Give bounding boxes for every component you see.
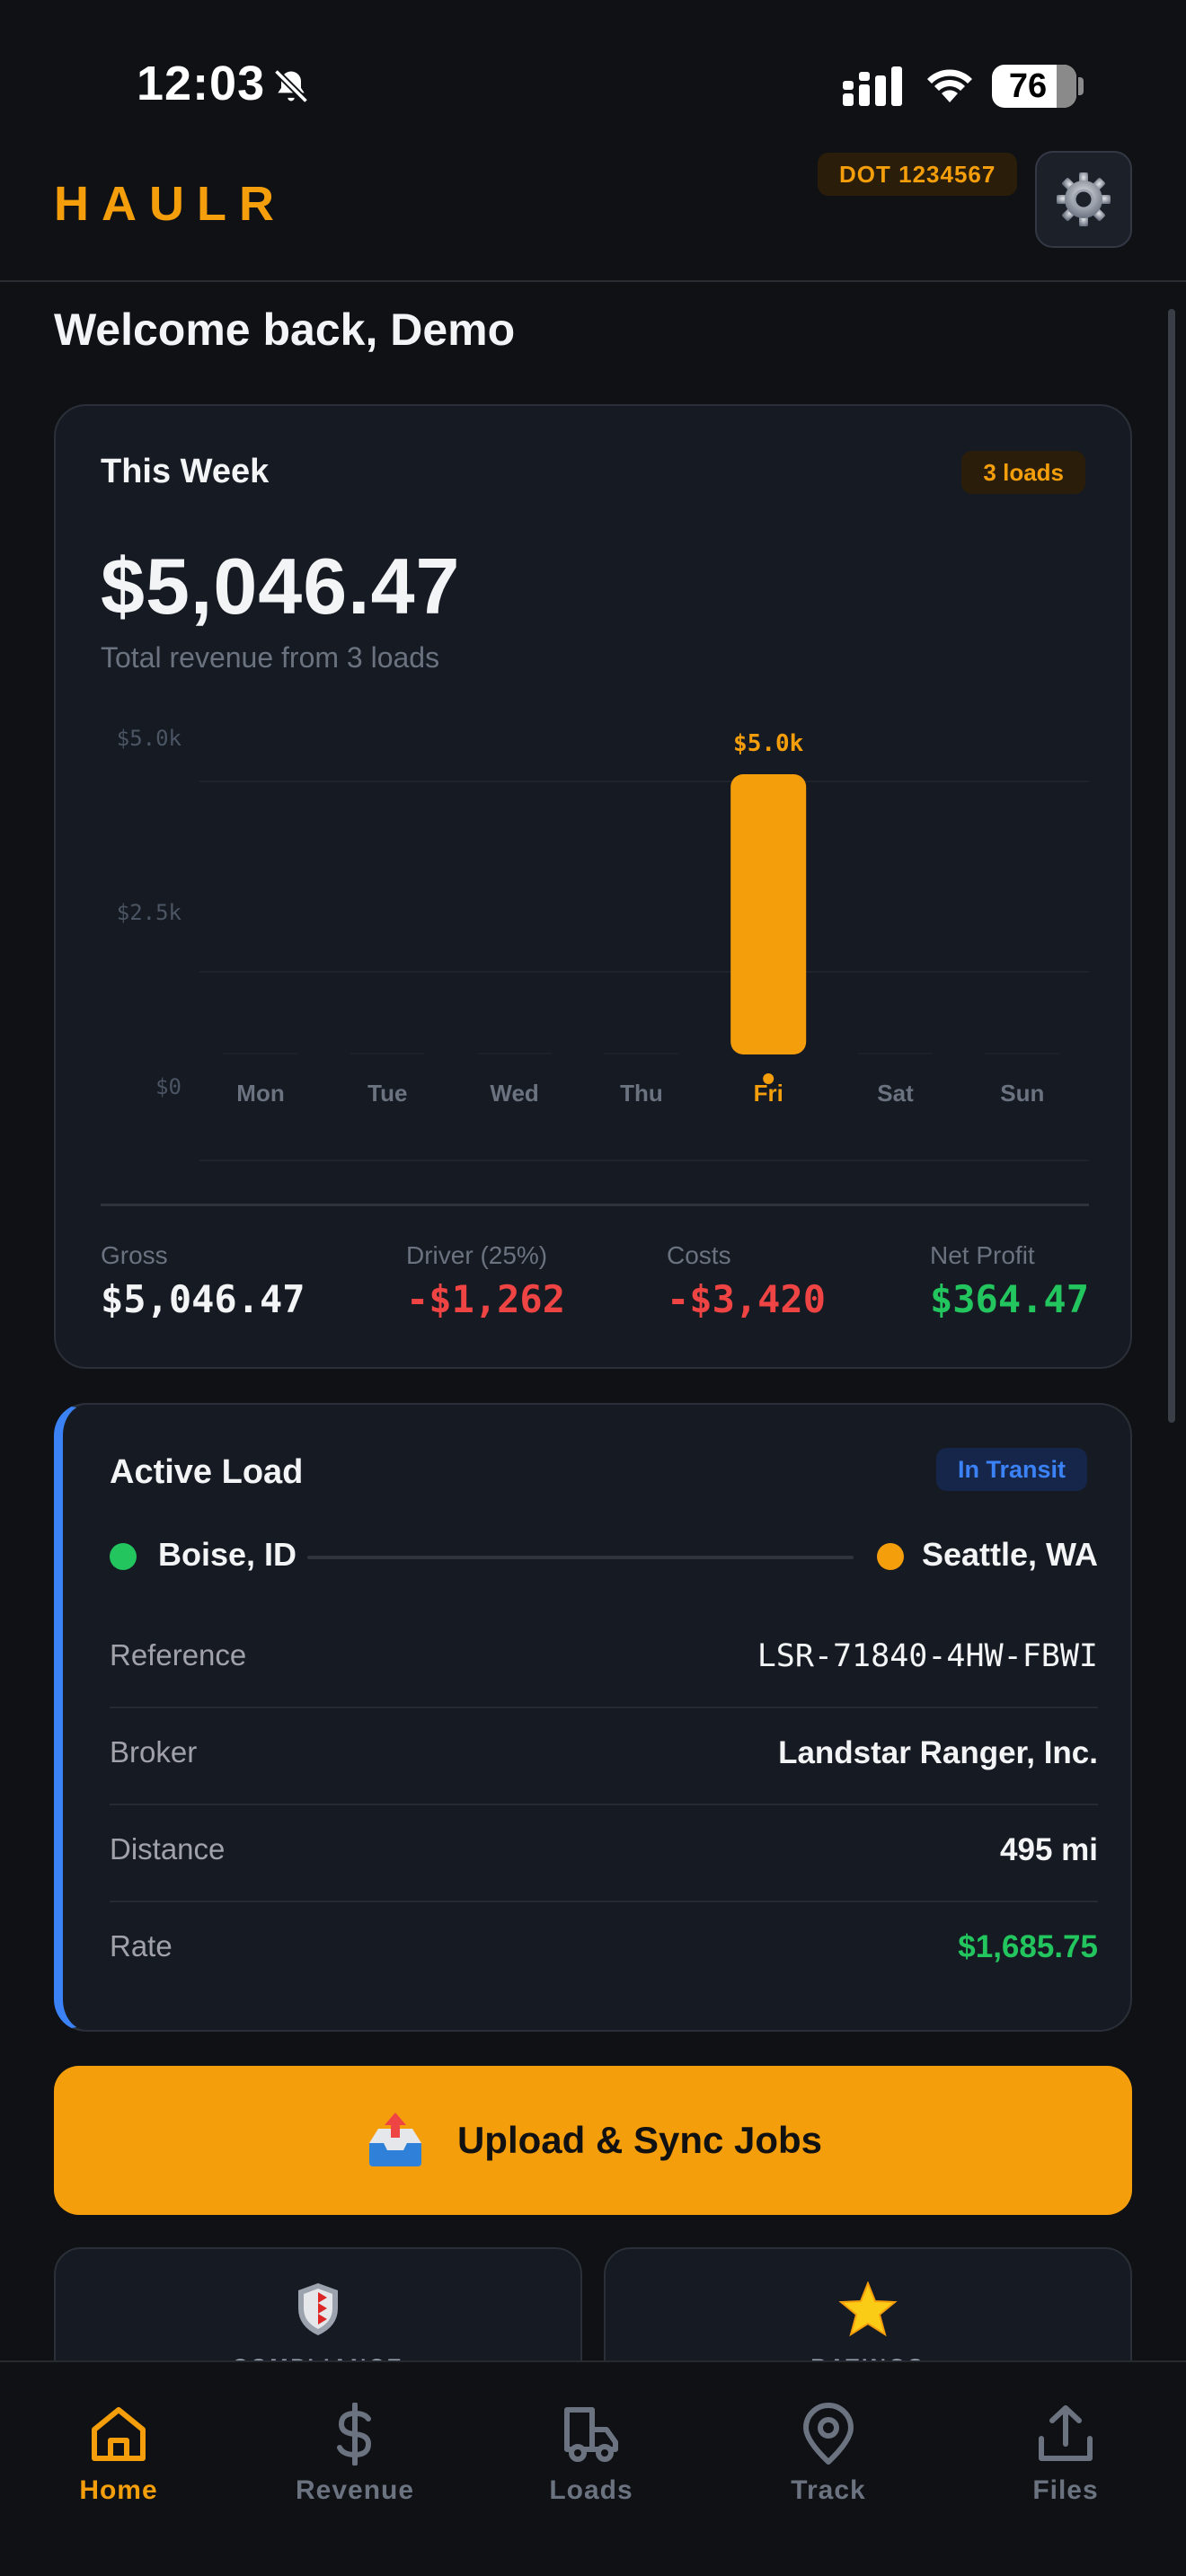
detail-value: LSR-71840-4HW-FBWI <box>757 1638 1098 1674</box>
chart-bar <box>730 774 807 1054</box>
bottom-tab-bar: Home Revenue Loads Track <box>0 2360 1186 2576</box>
upload-sync-jobs-button[interactable]: Upload & Sync Jobs <box>54 2066 1132 2215</box>
destination-dot <box>877 1543 904 1570</box>
detail-value: 495 mi <box>1000 1832 1098 1867</box>
detail-label: Reference <box>110 1638 247 1672</box>
stat-label: Costs <box>667 1241 731 1269</box>
cellular-signal-icon <box>843 66 902 106</box>
tab-home[interactable]: Home <box>29 2398 208 2506</box>
dot-number-badge: DOT 1234567 <box>818 153 1018 196</box>
stat-net-profit: Net Profit $364.47 <box>930 1241 1089 1321</box>
tab-label: Home <box>79 2475 158 2505</box>
weekly-revenue-amount: $5,046.47 <box>101 542 461 631</box>
app-header: HAULR DOT 1234567 <box>0 144 1186 282</box>
home-icon <box>92 2407 146 2461</box>
tab-label: Loads <box>549 2475 633 2505</box>
inbox-tray-icon <box>368 2113 421 2166</box>
origin-dot <box>110 1543 137 1570</box>
welcome-heading: Welcome back, Demo <box>54 304 516 355</box>
chart-bar <box>984 1053 1060 1054</box>
shield-icon <box>298 2283 338 2335</box>
card-title: This Week <box>101 453 270 490</box>
chart-x-tick-label: Sat <box>877 1080 914 1107</box>
detail-label: Broker <box>110 1735 198 1769</box>
chart-bar <box>476 1053 553 1054</box>
card-divider <box>101 1204 1089 1206</box>
app-logo: HAULR <box>54 177 287 231</box>
route: Boise, ID Seattle, WA <box>110 1531 1098 1584</box>
detail-label: Distance <box>110 1832 226 1866</box>
stat-value: -$1,262 <box>406 1277 566 1321</box>
settings-button[interactable] <box>1035 151 1132 248</box>
stat-label: Driver (25%) <box>406 1241 548 1269</box>
chart-x-tick-label: Mon <box>236 1080 284 1107</box>
chart-y-tick-label: $5.0k <box>117 726 182 751</box>
weekly-revenue-card: This Week 3 loads $5,046.47 Total revenu… <box>54 404 1132 1369</box>
battery-indicator: 76 <box>992 65 1076 108</box>
status-bar: 12:03 76 <box>0 0 1186 153</box>
tab-label: Revenue <box>295 2475 415 2505</box>
stat-value: $364.47 <box>929 1277 1089 1321</box>
star-icon <box>838 2280 898 2337</box>
gear-icon <box>1057 172 1111 226</box>
destination-city: Seattle, WA <box>921 1536 1098 1573</box>
tab-label: Files <box>1032 2475 1099 2505</box>
stat-label: Gross <box>101 1241 168 1269</box>
bell-muted-icon <box>273 68 309 104</box>
tab-revenue[interactable]: Revenue <box>265 2398 445 2506</box>
loads-count-badge: 3 loads <box>961 451 1085 494</box>
battery-tip <box>1078 77 1084 95</box>
upload-button-label: Upload & Sync Jobs <box>456 2119 823 2161</box>
chart-active-dot <box>763 1073 774 1084</box>
route-line <box>307 1556 854 1559</box>
chart-bar <box>350 1053 426 1054</box>
clock: 12:03 <box>137 57 266 110</box>
chart-bar <box>223 1053 298 1054</box>
origin-city: Boise, ID <box>158 1536 297 1573</box>
detail-label: Rate <box>110 1929 173 1963</box>
stat-label: Net Profit <box>929 1241 1035 1269</box>
chart-x-tick-label: Fri <box>754 1080 783 1107</box>
stat-costs: Costs -$3,420 <box>667 1241 826 1321</box>
upload-icon <box>1039 2405 1093 2461</box>
chart-value-label: $5.0k <box>733 730 804 757</box>
chart-x-tick-label: Wed <box>490 1080 538 1107</box>
chart-y-tick-label: $2.5k <box>117 900 182 925</box>
tab-loads[interactable]: Loads <box>501 2398 681 2506</box>
load-status-badge: In Transit <box>935 1448 1087 1491</box>
chart-x-tick-label: Thu <box>620 1080 663 1107</box>
revenue-breakdown: Gross $5,046.47 Driver (25%) -$1,262 Cos… <box>101 1241 1089 1331</box>
detail-row-reference: Reference LSR-71840-4HW-FBWI <box>110 1611 1098 1708</box>
tab-files[interactable]: Files <box>976 2398 1155 2506</box>
active-load-card[interactable]: Active Load In Transit Boise, ID Seattle… <box>54 1403 1132 2032</box>
dollar-icon <box>337 2403 372 2466</box>
chart-x-tick-label: Sun <box>1000 1080 1044 1107</box>
stat-gross: Gross $5,046.47 <box>101 1241 305 1321</box>
detail-value: $1,685.75 <box>958 1929 1098 1964</box>
stat-value: $5,046.47 <box>101 1277 305 1321</box>
revenue-subtitle: Total revenue from 3 loads <box>101 641 440 674</box>
detail-value: Landstar Ranger, Inc. <box>778 1735 1098 1770</box>
weekly-revenue-chart: $5.0k $2.5k $0 Mon Tue Wed Thu $5.0k Fri Sat Sun <box>117 726 1089 1161</box>
truck-icon <box>564 2407 618 2462</box>
chart-x-tick-label: Tue <box>367 1080 407 1107</box>
chart-y-tick-label: $0 <box>155 1074 181 1099</box>
scrollbar[interactable] <box>1168 309 1175 1423</box>
detail-row-broker: Broker Landstar Ranger, Inc. <box>110 1708 1098 1805</box>
tab-track[interactable]: Track <box>739 2398 918 2506</box>
card-title: Active Load <box>110 1453 304 1491</box>
stat-value: -$3,420 <box>667 1277 827 1321</box>
location-pin-icon <box>803 2403 854 2465</box>
chart-bar <box>603 1053 679 1054</box>
stat-driver: Driver (25%) -$1,262 <box>406 1241 565 1321</box>
chart-bar <box>857 1053 934 1054</box>
wifi-icon <box>927 69 972 102</box>
tab-label: Track <box>791 2475 866 2505</box>
detail-row-distance: Distance 495 mi <box>110 1805 1098 1902</box>
detail-row-rate: Rate $1,685.75 <box>110 1902 1098 1999</box>
